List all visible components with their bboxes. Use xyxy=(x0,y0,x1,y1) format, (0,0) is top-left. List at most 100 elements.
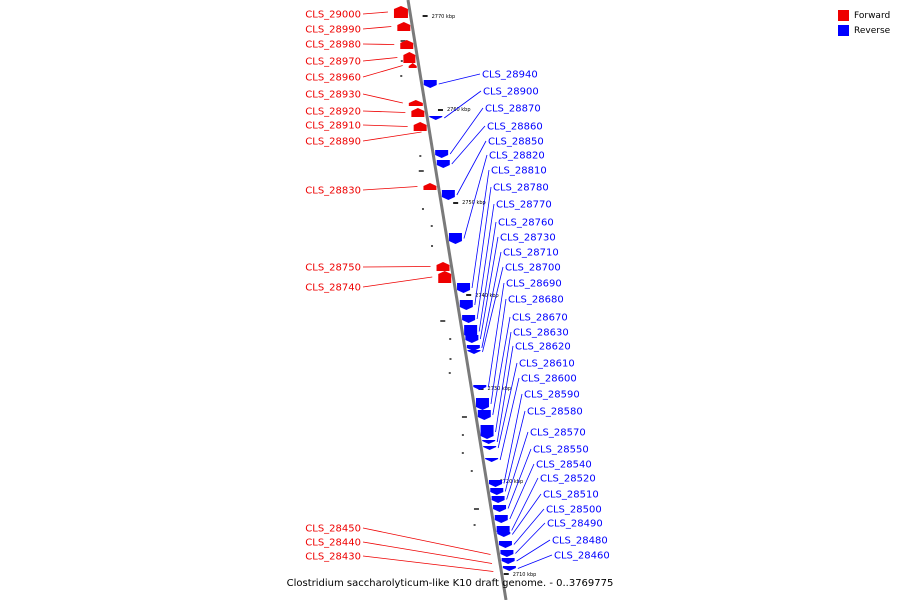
reverse-gene-glyph xyxy=(480,425,494,439)
gene-features xyxy=(393,6,516,571)
reverse-gene-glyph xyxy=(493,505,507,512)
reverse-leader-line xyxy=(479,236,499,340)
forward-gene-label: CLS_28750 xyxy=(305,263,361,274)
forward-gene-glyph xyxy=(400,40,414,49)
reverse-leader-line xyxy=(474,186,492,306)
label-leader-lines xyxy=(362,11,553,572)
legend-item-forward: Forward xyxy=(838,8,890,23)
forward-leader-line xyxy=(362,266,431,268)
forward-gene-glyph xyxy=(397,22,411,31)
reverse-gene-label: CLS_28900 xyxy=(483,87,539,98)
reverse-gene-label: CLS_28490 xyxy=(547,519,603,530)
reverse-leader-line xyxy=(451,125,486,165)
minor-feature-mark xyxy=(449,358,452,360)
reverse-gene-glyph xyxy=(448,233,462,244)
reverse-gene-glyph xyxy=(482,440,496,444)
forward-gene-label: CLS_28430 xyxy=(305,552,361,563)
forward-leader-line xyxy=(362,124,408,127)
forward-leader-line xyxy=(362,65,403,78)
forward-gene-label: CLS_28960 xyxy=(305,73,361,84)
reverse-gene-label: CLS_28710 xyxy=(503,248,559,259)
forward-leader-line xyxy=(362,57,398,62)
reverse-gene-glyph xyxy=(477,410,491,420)
reverse-gene-label: CLS_28850 xyxy=(488,137,544,148)
reverse-gene-label: CLS_28810 xyxy=(491,166,547,177)
reverse-gene-glyph xyxy=(483,446,497,450)
forward-gene-label: CLS_28980 xyxy=(305,40,361,51)
minor-features xyxy=(400,40,479,526)
reverse-leader-line xyxy=(490,298,507,405)
reverse-leader-line xyxy=(506,431,529,500)
reverse-gene-glyph xyxy=(498,541,512,548)
reverse-gene-glyph xyxy=(465,335,479,343)
forward-gene-label: CLS_29000 xyxy=(305,10,361,21)
forward-gene-label: CLS_28990 xyxy=(305,25,361,36)
forward-leader-line xyxy=(362,110,406,113)
reverse-gene-label: CLS_28500 xyxy=(546,505,602,516)
reverse-leader-line xyxy=(509,463,535,520)
reverse-leader-line xyxy=(496,345,514,443)
reverse-gene-label: CLS_28600 xyxy=(521,374,577,385)
reverse-gene-label: CLS_28460 xyxy=(554,551,610,562)
forward-leader-line xyxy=(362,276,433,288)
reverse-gene-label: CLS_28690 xyxy=(506,279,562,290)
legend-item-reverse: Reverse xyxy=(838,23,890,38)
reverse-gene-label: CLS_28870 xyxy=(485,104,541,115)
tick-mark xyxy=(453,202,459,204)
forward-leader-line xyxy=(362,541,493,564)
tick-label: 2740 kbp xyxy=(475,293,499,299)
reverse-leader-line xyxy=(463,154,488,239)
reverse-gene-glyph xyxy=(435,150,449,158)
reverse-leader-line xyxy=(515,522,546,554)
reverse-leader-line xyxy=(471,169,490,289)
minor-feature-mark xyxy=(400,75,403,77)
reverse-leader-line xyxy=(517,554,553,569)
gene-labels: CLS_29000 CLS_28990 CLS_28980 CLS_28970 CLS_… xyxy=(305,10,609,563)
reverse-gene-glyph xyxy=(475,398,489,410)
reverse-gene-glyph xyxy=(494,515,508,523)
reverse-gene-glyph xyxy=(473,385,487,390)
forward-gene-label: CLS_28830 xyxy=(305,186,361,197)
reverse-leader-line xyxy=(497,362,518,449)
reverse-gene-label: CLS_28770 xyxy=(496,200,552,211)
reverse-gene-glyph xyxy=(429,116,443,120)
reverse-gene-glyph xyxy=(423,80,437,88)
minor-feature-mark xyxy=(449,338,452,340)
reverse-leader-line xyxy=(481,251,502,349)
forward-swatch xyxy=(838,10,849,21)
reverse-gene-label: CLS_28630 xyxy=(513,328,569,339)
minor-feature-mark xyxy=(421,208,424,210)
forward-leader-line xyxy=(362,26,392,30)
reverse-gene-glyph xyxy=(490,488,504,495)
reverse-gene-glyph xyxy=(501,558,515,564)
minor-feature-mark xyxy=(440,320,446,322)
reverse-gene-label: CLS_28480 xyxy=(552,536,608,547)
reverse-leader-line xyxy=(507,448,532,509)
legend-label-reverse: Reverse xyxy=(854,25,891,36)
forward-gene-label: CLS_28910 xyxy=(305,121,361,132)
reverse-gene-label: CLS_28760 xyxy=(498,218,554,229)
reverse-gene-glyph xyxy=(464,325,478,338)
forward-gene-glyph xyxy=(413,122,427,131)
reverse-gene-label: CLS_28670 xyxy=(512,313,568,324)
reverse-gene-label: CLS_28570 xyxy=(530,428,586,439)
forward-gene-label: CLS_28740 xyxy=(305,283,361,294)
reverse-gene-label: CLS_28820 xyxy=(489,151,545,162)
reverse-leader-line xyxy=(495,331,512,433)
reverse-leader-line xyxy=(476,203,495,320)
reverse-leader-line xyxy=(516,539,551,562)
tick-label: 2760 kbp xyxy=(447,107,471,113)
minor-feature-mark xyxy=(419,155,422,157)
reverse-gene-glyph xyxy=(457,283,471,293)
reverse-leader-line xyxy=(511,477,539,531)
minor-feature-mark xyxy=(400,40,406,42)
reverse-swatch xyxy=(838,25,849,36)
reverse-gene-label: CLS_28700 xyxy=(505,263,561,274)
reverse-gene-glyph xyxy=(485,458,499,462)
reverse-gene-label: CLS_28590 xyxy=(524,390,580,401)
reverse-leader-line xyxy=(499,377,520,461)
reverse-leader-line xyxy=(456,140,487,196)
legend-label-forward: Forward xyxy=(854,10,891,21)
reverse-gene-glyph xyxy=(500,550,514,557)
forward-gene-glyph xyxy=(411,108,425,117)
